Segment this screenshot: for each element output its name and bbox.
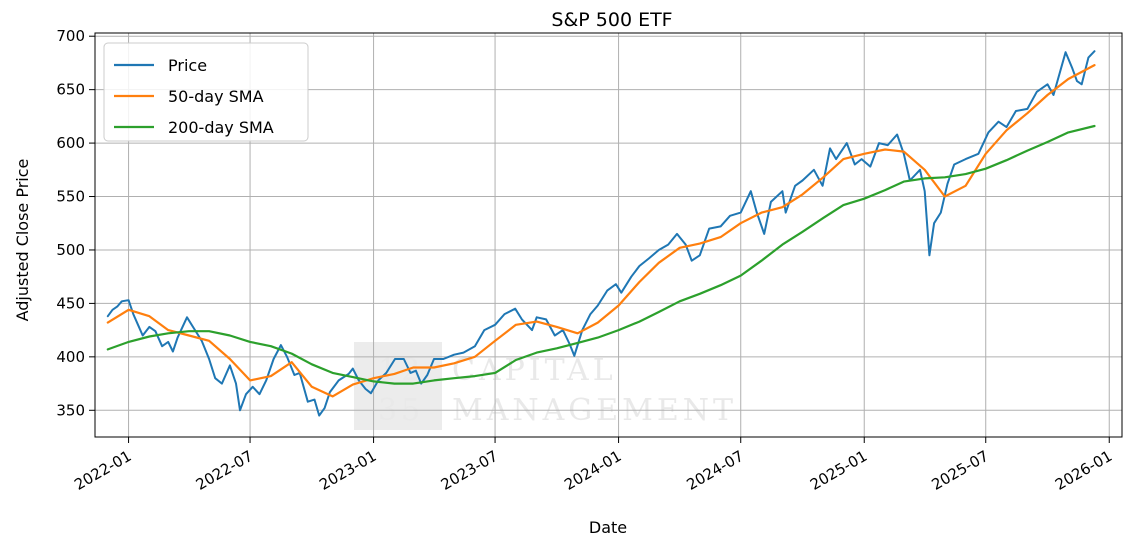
y-tick-label: 500: [56, 241, 85, 259]
chart-title: S&P 500 ETF: [551, 9, 672, 31]
y-tick-label: 400: [56, 348, 85, 366]
legend-label: 50-day SMA: [168, 87, 264, 106]
x-axis-title: Date: [589, 518, 627, 537]
series-line-price: [106, 50, 1096, 417]
legend-label: 200-day SMA: [168, 118, 274, 137]
y-tick-label: 450: [56, 294, 85, 312]
legend: Price 50-day SMA 200-day SMA: [103, 42, 309, 142]
y-tick-label: 700: [56, 27, 85, 45]
legend-label: Price: [168, 56, 207, 75]
series-line-sma200: [106, 124, 1096, 385]
legend-box: [103, 42, 309, 142]
series-line-sma50: [106, 63, 1096, 398]
y-tick-label: 550: [56, 188, 85, 206]
y-tick-label: 650: [56, 81, 85, 99]
y-axis: 350 400 450 500 550 600 650 700: [56, 27, 95, 419]
y-axis-title: Adjusted Close Price: [13, 159, 32, 322]
y-tick-label: 600: [56, 134, 85, 152]
grid: [95, 33, 1122, 437]
plot-frame: [94, 32, 1123, 438]
series-layer: [106, 50, 1096, 417]
y-tick-label: 350: [56, 401, 85, 419]
svg-text:CAPITAL: CAPITAL: [452, 353, 617, 388]
